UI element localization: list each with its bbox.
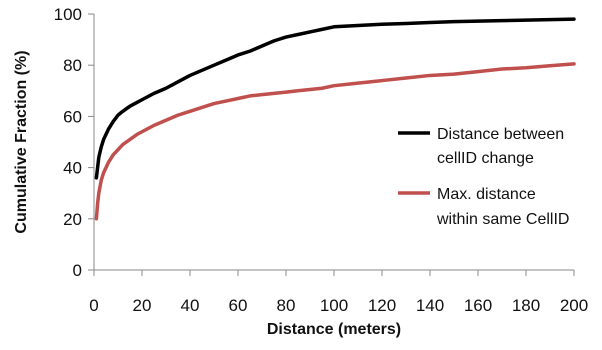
series-line-2 bbox=[94, 62, 576, 221]
legend-label: within same CellID bbox=[436, 211, 569, 228]
y-tick-label: 40 bbox=[63, 159, 82, 178]
legend-entry-2: Max. distance within same CellID bbox=[398, 186, 569, 228]
series-layer bbox=[94, 17, 576, 221]
y-tick-label: 20 bbox=[63, 210, 82, 229]
y-tick-label: 100 bbox=[54, 5, 82, 24]
x-tick-label: 120 bbox=[368, 296, 396, 315]
legend-label: cellID change bbox=[437, 150, 534, 167]
x-tick-label: 140 bbox=[416, 296, 444, 315]
legend-entry-1: Distance between cellID change bbox=[398, 126, 564, 167]
y-axis-title: Cumulative Fraction (%) bbox=[13, 50, 30, 233]
x-tick-label: 180 bbox=[512, 296, 540, 315]
x-axis: 0 20 40 60 80 100 120 140 160 180 200 bbox=[89, 269, 588, 315]
x-tick-label: 20 bbox=[133, 296, 152, 315]
legend: Distance between cellID change Max. distan… bbox=[398, 126, 569, 228]
y-tick-label: 60 bbox=[63, 107, 82, 126]
x-axis-title: Distance (meters) bbox=[267, 321, 401, 338]
legend-label: Max. distance bbox=[437, 186, 536, 203]
x-tick-label: 0 bbox=[89, 296, 98, 315]
y-tick-label: 80 bbox=[63, 56, 82, 75]
x-tick-label: 80 bbox=[277, 296, 296, 315]
x-tick-label: 100 bbox=[320, 296, 348, 315]
y-axis: 0 20 40 60 80 100 bbox=[54, 5, 95, 280]
x-tick-label: 40 bbox=[181, 296, 200, 315]
x-tick-label: 200 bbox=[560, 296, 588, 315]
series-line-1 bbox=[94, 17, 576, 180]
legend-label: Distance between bbox=[437, 126, 564, 143]
x-tick-label: 160 bbox=[464, 296, 492, 315]
x-tick-label: 60 bbox=[229, 296, 248, 315]
y-tick-label: 0 bbox=[73, 261, 82, 280]
